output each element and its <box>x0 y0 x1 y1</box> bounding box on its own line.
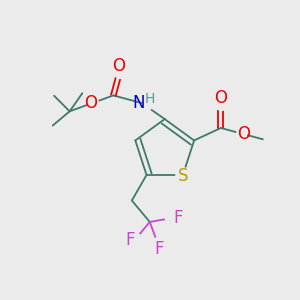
Text: F: F <box>173 209 182 227</box>
Text: N: N <box>133 94 145 112</box>
Text: H: H <box>145 92 155 106</box>
Text: S: S <box>178 167 189 185</box>
Text: O: O <box>112 57 125 75</box>
Text: F: F <box>125 230 134 248</box>
Text: O: O <box>84 94 97 112</box>
Text: F: F <box>154 240 164 258</box>
Text: O: O <box>214 89 227 107</box>
Text: O: O <box>237 125 250 143</box>
